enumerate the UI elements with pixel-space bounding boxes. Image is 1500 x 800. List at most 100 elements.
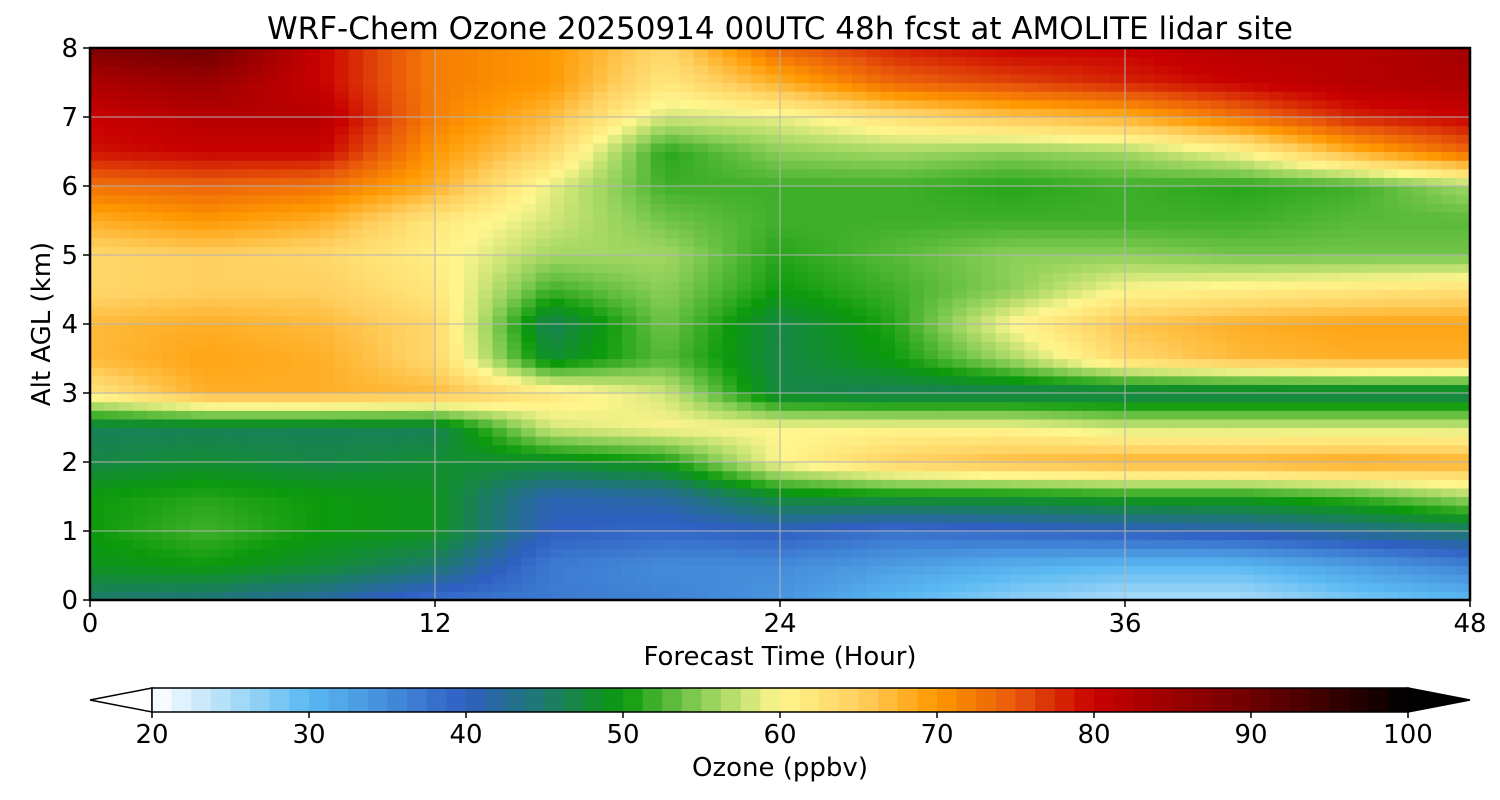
heatmap-cell xyxy=(506,565,522,575)
heatmap-cell xyxy=(1383,203,1399,213)
heatmap-cell xyxy=(995,255,1011,265)
heatmap-cell xyxy=(1240,280,1255,291)
heatmap-cell xyxy=(1153,168,1169,178)
heatmap-cell xyxy=(1125,574,1140,584)
heatmap-cell xyxy=(463,160,479,170)
heatmap-cell xyxy=(1125,237,1140,247)
heatmap-cell xyxy=(348,393,364,403)
heatmap-cell xyxy=(1081,332,1097,342)
heatmap-cell xyxy=(621,237,637,247)
heatmap-cell xyxy=(276,427,292,437)
heatmap-cell xyxy=(463,513,479,523)
heatmap-cell xyxy=(248,505,264,515)
heatmap-cell xyxy=(780,574,795,584)
heatmap-cell xyxy=(406,574,422,584)
heatmap-cell xyxy=(1053,375,1069,385)
heatmap-cell xyxy=(363,496,379,506)
heatmap-cell xyxy=(607,255,623,265)
heatmap-cell xyxy=(665,453,680,463)
heatmap-cell xyxy=(751,289,767,299)
heatmap-cell xyxy=(506,462,522,472)
heatmap-cell xyxy=(1110,160,1126,170)
heatmap-cell xyxy=(406,194,422,204)
heatmap-cell xyxy=(995,522,1011,532)
heatmap-cell xyxy=(391,186,407,196)
heatmap-cell xyxy=(377,246,393,256)
heatmap-cell xyxy=(147,280,163,291)
heatmap-cell xyxy=(1297,384,1313,394)
heatmap-cell xyxy=(334,272,350,282)
heatmap-cell xyxy=(348,513,364,523)
heatmap-cell xyxy=(1182,246,1198,256)
heatmap-cell xyxy=(449,367,465,377)
heatmap-cell xyxy=(118,272,134,282)
heatmap-cell xyxy=(391,384,407,394)
heatmap-cell xyxy=(650,453,666,463)
heatmap-cell xyxy=(780,160,795,170)
heatmap-cell xyxy=(837,177,853,187)
heatmap-cell xyxy=(219,358,235,368)
heatmap-cell xyxy=(391,582,407,592)
heatmap-cell xyxy=(506,272,522,282)
heatmap-cell xyxy=(823,410,839,420)
heatmap-cell xyxy=(521,255,537,265)
heatmap-cell xyxy=(693,436,709,446)
heatmap-cell xyxy=(305,246,321,256)
heatmap-cell xyxy=(377,203,393,213)
heatmap-cell xyxy=(650,505,666,515)
heatmap-cell xyxy=(190,393,206,403)
heatmap-cell xyxy=(1268,341,1284,351)
heatmap-cell xyxy=(780,531,795,541)
heatmap-cell xyxy=(248,358,264,368)
heatmap-cell xyxy=(118,255,134,265)
heatmap-cell xyxy=(909,324,925,334)
heatmap-cell xyxy=(219,306,235,316)
heatmap-cell xyxy=(334,375,350,385)
heatmap-cell xyxy=(391,375,407,385)
heatmap-cell xyxy=(492,298,508,308)
heatmap-cell xyxy=(1168,151,1184,161)
heatmap-cell xyxy=(564,160,580,170)
heatmap-cell xyxy=(837,203,853,213)
heatmap-cell xyxy=(506,298,522,308)
heatmap-cell xyxy=(104,298,120,308)
heatmap-cell xyxy=(90,522,105,532)
heatmap-cell xyxy=(1168,375,1184,385)
heatmap-cell xyxy=(1010,203,1025,213)
heatmap-cell xyxy=(621,367,637,377)
heatmap-cell xyxy=(176,151,192,161)
heatmap-cell xyxy=(161,410,177,420)
heatmap-cell xyxy=(895,194,910,204)
heatmap-cell xyxy=(1125,582,1140,592)
heatmap-cell xyxy=(1125,505,1140,515)
heatmap-cell xyxy=(880,341,896,351)
heatmap-cell xyxy=(794,324,810,334)
heatmap-cell xyxy=(118,539,134,549)
heatmap-cell xyxy=(334,349,350,360)
heatmap-cell xyxy=(1211,237,1227,247)
heatmap-cell xyxy=(463,418,479,429)
heatmap-cell xyxy=(190,505,206,515)
heatmap-cell xyxy=(880,505,896,515)
heatmap-cell xyxy=(837,401,853,411)
heatmap-cell xyxy=(1398,358,1414,368)
heatmap-cell xyxy=(966,358,982,368)
heatmap-cell xyxy=(1383,211,1399,222)
heatmap-cell xyxy=(981,332,997,342)
heatmap-cell xyxy=(621,505,637,515)
heatmap-cell xyxy=(305,418,321,429)
heatmap-cell xyxy=(291,315,307,325)
heatmap-cell xyxy=(851,186,867,196)
heatmap-cell xyxy=(1010,263,1025,273)
heatmap-cell xyxy=(909,444,925,454)
heatmap-cell xyxy=(808,548,824,558)
heatmap-cell xyxy=(550,487,565,498)
heatmap-cell xyxy=(104,393,120,403)
heatmap-cell xyxy=(90,151,105,161)
heatmap-cell xyxy=(147,436,163,446)
heatmap-cell xyxy=(1240,315,1255,325)
heatmap-cell xyxy=(952,582,968,592)
heatmap-cell xyxy=(1455,401,1470,411)
heatmap-cell xyxy=(550,427,565,437)
heatmap-cell xyxy=(1398,496,1414,506)
